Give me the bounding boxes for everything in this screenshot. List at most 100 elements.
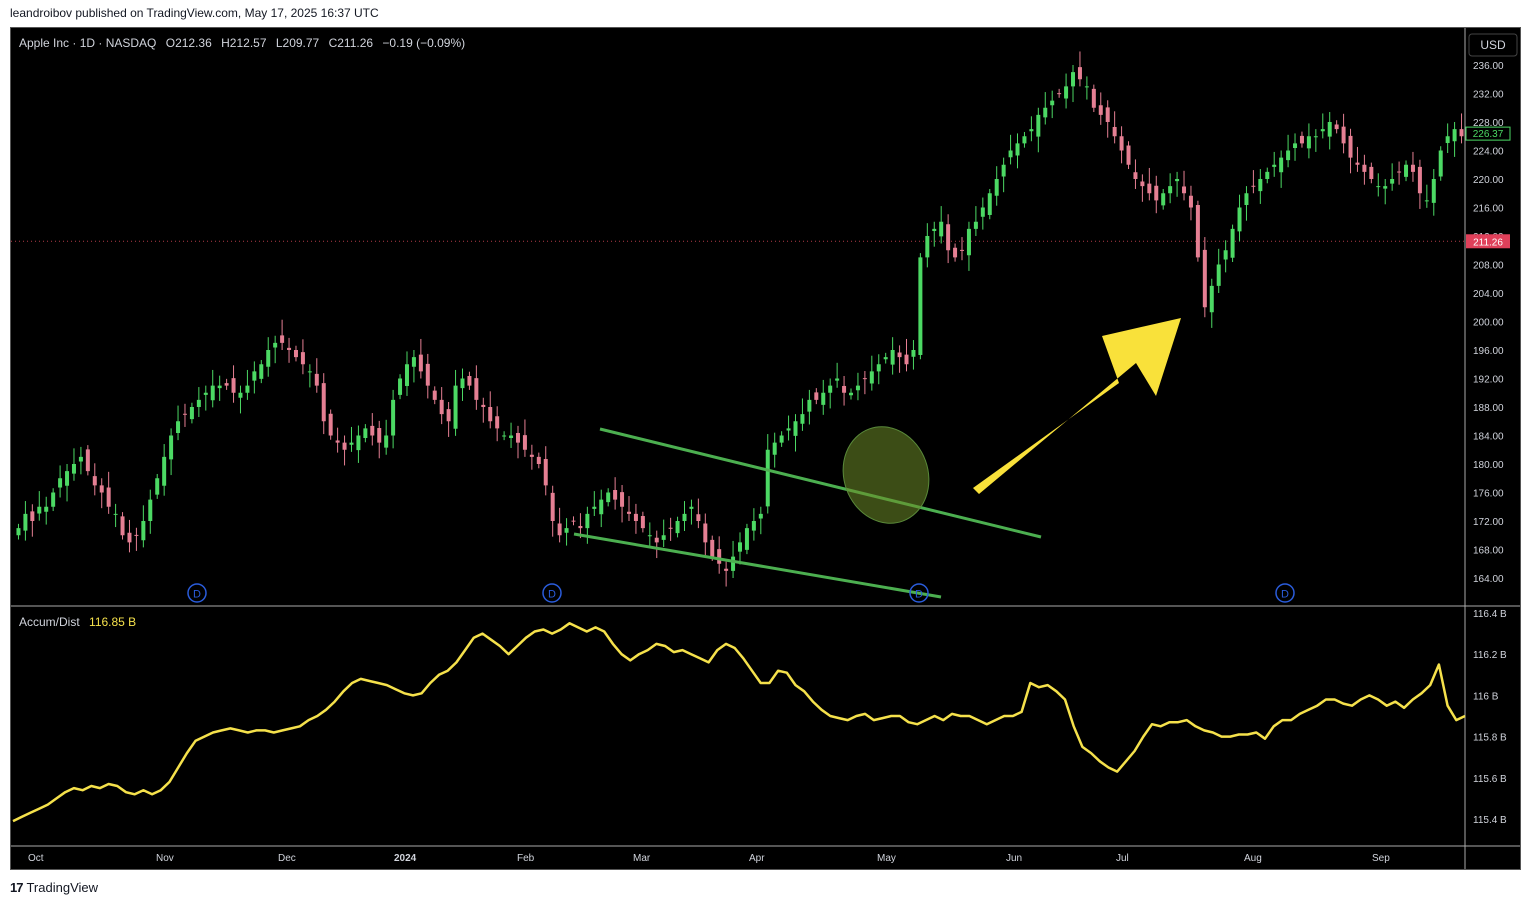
candle xyxy=(1251,170,1256,194)
candle xyxy=(1362,154,1367,185)
candle xyxy=(467,371,472,390)
dividend-marker[interactable]: D xyxy=(909,583,929,603)
candle xyxy=(1008,134,1013,165)
candle xyxy=(953,243,958,262)
ad-line xyxy=(12,622,1466,823)
candle xyxy=(78,446,83,475)
candle xyxy=(1265,167,1270,184)
candle xyxy=(1438,146,1443,181)
candle xyxy=(217,375,222,401)
ohlc-low: L209.77 xyxy=(276,36,320,50)
dividend-marker[interactable]: D xyxy=(1275,583,1295,603)
candle xyxy=(1244,186,1249,221)
candle xyxy=(1029,116,1034,142)
dividend-marker[interactable]: D xyxy=(542,583,562,603)
chart-frame: 236.00232.00228.00224.00220.00216.00212.… xyxy=(10,27,1521,870)
candle xyxy=(1348,128,1353,174)
breakout-ellipse[interactable] xyxy=(830,415,942,536)
candle xyxy=(349,426,354,452)
lower-trendline[interactable] xyxy=(573,532,942,599)
candle xyxy=(904,338,909,372)
candle xyxy=(1383,179,1388,205)
symbol-name: Apple Inc · 1D · NASDAQ xyxy=(19,36,156,50)
candle xyxy=(529,444,534,470)
candle xyxy=(280,319,285,350)
candle xyxy=(439,387,444,425)
ad-tick-label: 115.4 B xyxy=(1473,815,1507,826)
candle xyxy=(224,378,229,390)
candle xyxy=(23,501,28,541)
candle xyxy=(633,503,638,534)
candle xyxy=(44,496,49,525)
candle xyxy=(30,504,35,537)
ad-scale[interactable]: 116.4 B 116.2 B 116 B 115.8 B 115.6 B 115.4 B xyxy=(1473,609,1507,826)
candle xyxy=(1077,51,1082,87)
dividend-label: D xyxy=(193,589,201,601)
currency-button[interactable] xyxy=(1468,33,1518,57)
candle xyxy=(370,413,375,446)
candle xyxy=(911,340,916,370)
candle xyxy=(481,397,486,423)
candle xyxy=(155,473,160,499)
candle xyxy=(960,237,965,261)
candle xyxy=(1050,90,1055,119)
candle xyxy=(1390,163,1395,191)
ohlc-change: −0.19 (−0.09%) xyxy=(382,36,465,50)
candle xyxy=(176,405,181,441)
time-tick-label: Dec xyxy=(278,853,296,864)
candle xyxy=(1230,224,1235,263)
candle xyxy=(828,378,833,409)
symbol-legend[interactable]: Apple Inc · 1D · NASDAQ O212.36 H212.57 … xyxy=(19,36,465,50)
candle xyxy=(196,387,201,417)
candle xyxy=(1001,157,1006,193)
candle xyxy=(134,527,139,551)
time-tick-label: Mar xyxy=(633,853,651,864)
candle xyxy=(307,364,312,388)
candle xyxy=(189,402,194,424)
candle xyxy=(1272,151,1277,177)
candle xyxy=(127,519,132,553)
upper-trendline[interactable] xyxy=(599,427,1042,539)
dividend-marker[interactable]: D xyxy=(187,583,207,603)
candle xyxy=(585,506,590,544)
candle xyxy=(647,522,652,546)
candle xyxy=(973,206,978,236)
candle xyxy=(571,516,576,526)
candle xyxy=(1410,151,1415,182)
time-tick-label: Feb xyxy=(517,853,535,864)
candle xyxy=(675,516,680,538)
candle xyxy=(488,391,493,429)
footer[interactable]: 17 TradingView xyxy=(10,880,98,895)
candle xyxy=(744,523,749,555)
candle xyxy=(918,253,923,360)
price-tick-label: 200.00 xyxy=(1473,318,1504,329)
candle xyxy=(495,406,500,442)
candle xyxy=(432,386,437,405)
candle xyxy=(793,414,798,452)
time-tick-label: Jun xyxy=(1006,853,1022,864)
candle xyxy=(765,434,770,514)
candle xyxy=(1154,175,1159,214)
candle xyxy=(398,374,403,400)
last-price-green: 226.37 xyxy=(1473,129,1504,140)
price-tick-label: 188.00 xyxy=(1473,403,1504,414)
candle xyxy=(668,517,673,541)
candle xyxy=(862,371,867,395)
candle xyxy=(1320,113,1325,139)
candle xyxy=(148,489,153,534)
candle xyxy=(85,445,90,476)
candle xyxy=(120,512,125,540)
price-tick-label: 168.00 xyxy=(1473,546,1504,557)
indicator-legend[interactable]: Accum/Dist 116.85 B xyxy=(19,615,136,629)
price-tick-label: 192.00 xyxy=(1473,375,1504,386)
candle xyxy=(835,362,840,388)
candle xyxy=(321,373,326,435)
up-arrow[interactable] xyxy=(973,318,1181,494)
chart-canvas[interactable]: 236.00232.00228.00224.00220.00216.00212.… xyxy=(11,28,1520,869)
candle xyxy=(536,452,541,469)
last-price-tag-green xyxy=(1465,126,1511,141)
candle xyxy=(703,513,708,556)
candle xyxy=(502,431,507,441)
candle xyxy=(682,501,687,531)
time-scale[interactable]: Oct Nov Dec 2024 Feb Mar Apr May Jun Jul Aug Sep xyxy=(28,853,1390,864)
